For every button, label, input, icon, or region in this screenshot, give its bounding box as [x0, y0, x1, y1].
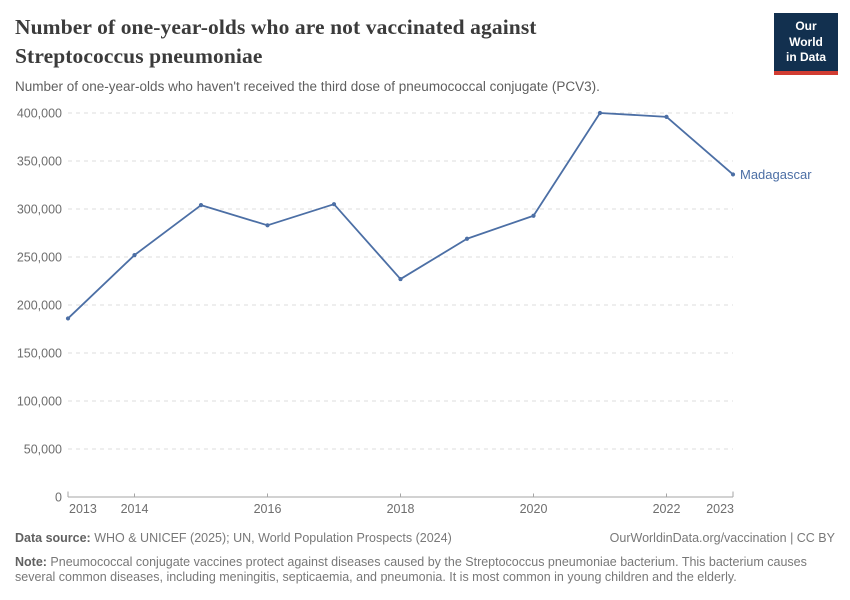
x-axis-tick-label: 2016	[254, 502, 282, 516]
data-point[interactable]	[398, 276, 403, 282]
data-source-label: Data source:	[15, 531, 91, 545]
y-axis-tick-label: 50,000	[24, 443, 62, 457]
chart-title: Number of one-year-olds who are not vacc…	[15, 15, 537, 68]
series-entity-label[interactable]: Madagascar	[740, 167, 812, 182]
chart-footer: Data source: WHO & UNICEF (2025); UN, Wo…	[15, 531, 835, 585]
x-axis-tick-label: 2014	[121, 502, 149, 516]
data-point[interactable]	[464, 236, 470, 241]
series-line[interactable]	[67, 112, 734, 320]
y-axis-tick-label: 250,000	[17, 251, 62, 265]
owid-logo-line2: in Data	[785, 50, 826, 65]
x-axis-tick-label: 2022	[653, 502, 681, 516]
data-point[interactable]	[265, 223, 270, 228]
x-axis-tick-label: 2023	[706, 502, 734, 516]
y-axis-tick-label: 100,000	[17, 395, 62, 409]
y-axis-tick-label: 200,000	[17, 299, 62, 313]
data-point[interactable]	[132, 252, 137, 258]
data-point[interactable]	[597, 110, 603, 116]
data-point[interactable]	[730, 172, 736, 177]
x-axis-tick-label: 2013	[69, 502, 97, 516]
owid-logo[interactable]: Our World in Data	[774, 13, 838, 75]
data-point[interactable]	[664, 114, 669, 119]
y-axis-tick-label: 150,000	[17, 347, 62, 361]
line-chart-svg[interactable]: 0 50,000 100,000 150,000 200,000 250,000 300,0…	[0, 95, 850, 525]
note-text: Pneumococcal conjugate vaccines protect …	[15, 554, 807, 584]
data-source-text: WHO & UNICEF (2025); UN, World Populatio…	[90, 531, 452, 545]
line-chart[interactable]: 0 50,000 100,000 150,000 200,000 250,000 300,0…	[0, 95, 850, 525]
owid-logo-line1: Our World	[789, 19, 823, 49]
data-point[interactable]	[331, 202, 337, 207]
y-axis-tick-label: 400,000	[17, 107, 62, 121]
data-source-line: Data source: WHO & UNICEF (2025); UN, Wo…	[15, 531, 452, 547]
data-point[interactable]	[65, 316, 71, 321]
data-point[interactable]	[531, 213, 536, 218]
chart-note: Note: Pneumococcal conjugate vaccines pr…	[15, 555, 817, 586]
chart-subtitle: Number of one-year-olds who haven't rece…	[15, 79, 600, 94]
owid-link[interactable]: OurWorldinData.org/vaccination | CC BY	[609, 531, 835, 545]
note-label: Note:	[15, 554, 47, 569]
x-axis-tick-label: 2020	[520, 502, 548, 516]
y-axis-tick-label: 0	[55, 491, 62, 505]
data-point[interactable]	[198, 203, 204, 208]
x-axis-tick-label: 2018	[387, 502, 415, 516]
y-axis-tick-label: 350,000	[17, 155, 62, 169]
y-axis-tick-label: 300,000	[17, 203, 62, 217]
